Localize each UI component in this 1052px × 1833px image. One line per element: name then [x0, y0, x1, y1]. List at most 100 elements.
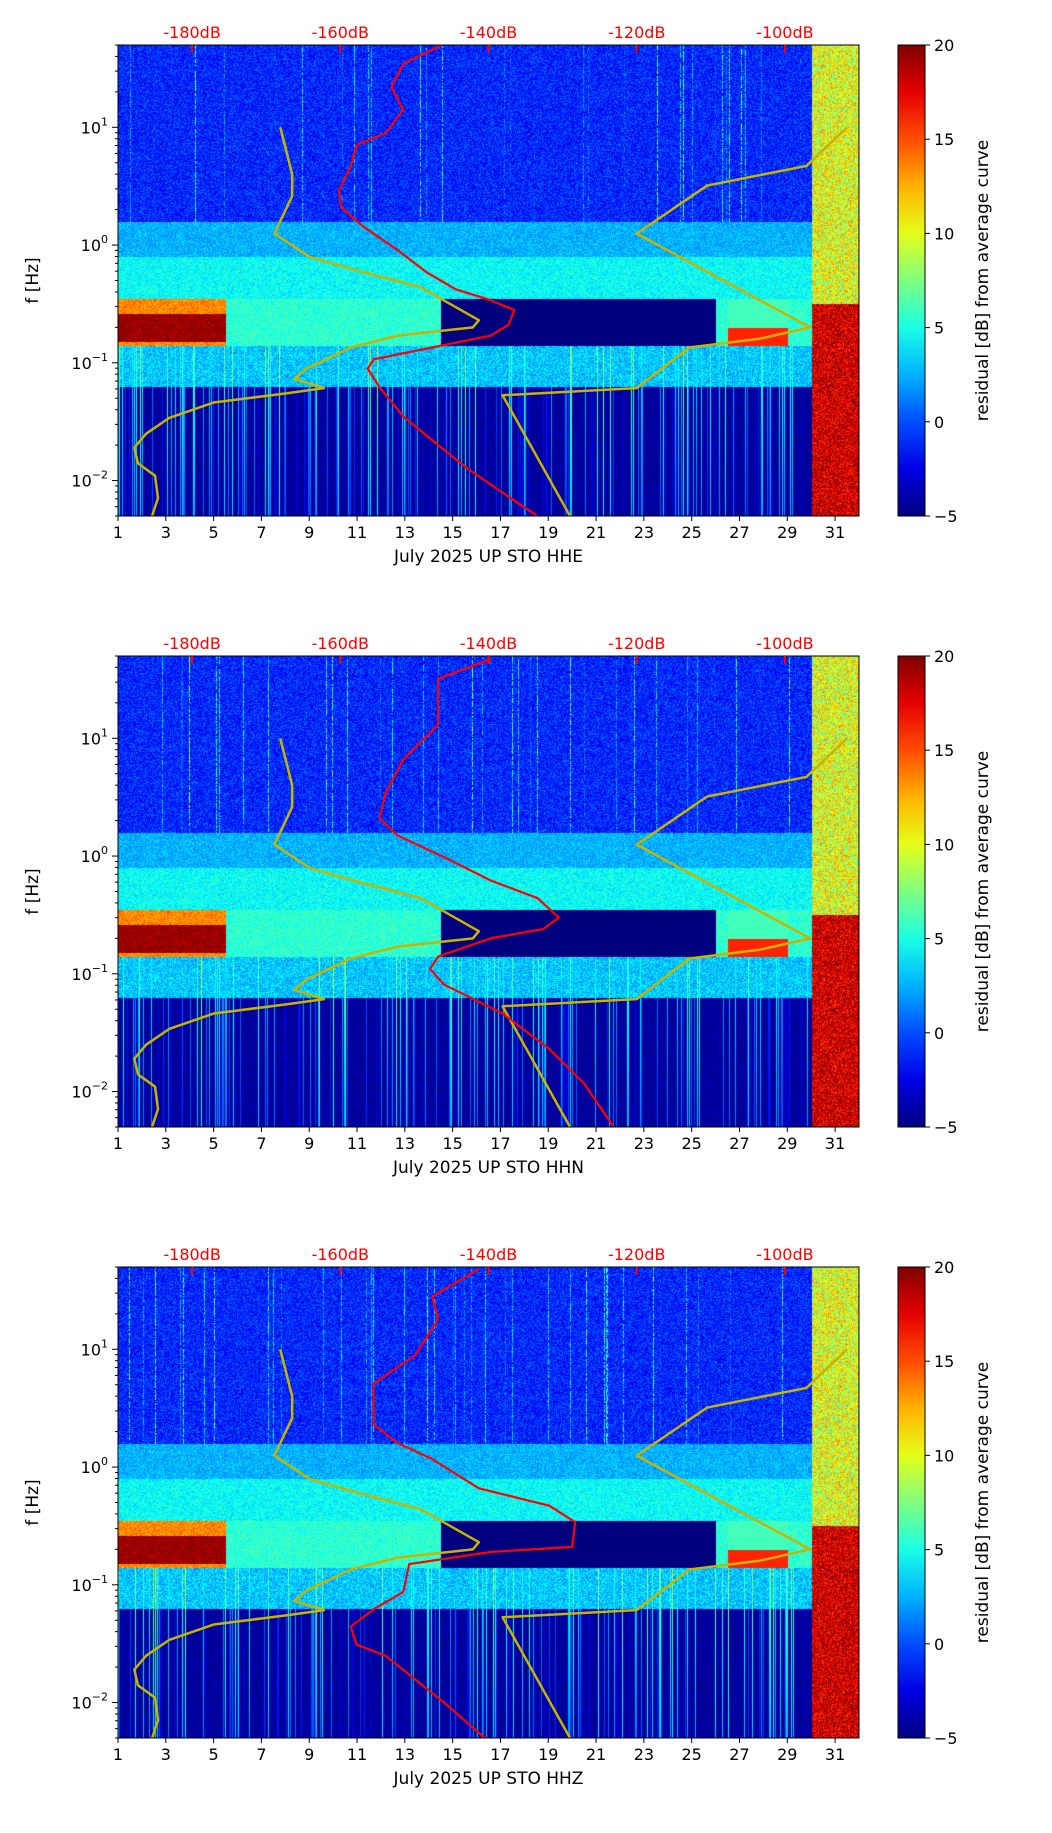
x-tick-label: 11 — [347, 523, 367, 542]
x-tick-label: 3 — [161, 1745, 171, 1764]
colorbar-label: residual [dB] from average curve — [973, 751, 993, 1032]
high-noise-model-curve — [501, 126, 849, 516]
x-tick-label: 15 — [442, 1745, 462, 1764]
top-db-tick-label: -180dB — [163, 1245, 220, 1264]
top-db-tick-label: -120dB — [608, 23, 665, 42]
x-tick-label: 19 — [538, 523, 558, 542]
top-db-tick-label: -140dB — [460, 23, 517, 42]
x-tick-label: 25 — [681, 523, 701, 542]
x-tick-label: 13 — [395, 523, 415, 542]
x-tick-label: 31 — [825, 1134, 845, 1153]
spectrogram-image — [118, 1267, 859, 1738]
colorbar-tick-label: 20 — [934, 647, 954, 666]
x-axis-label: July 2025 UP STO HHZ — [393, 1769, 584, 1789]
axes-frame — [117, 44, 860, 517]
top-db-tick-label: -100dB — [756, 23, 813, 42]
top-db-tick-label: -140dB — [460, 634, 517, 653]
spectrogram-panel-3: 1 3 5 7 9 11 13 15 17 19 21 23 25 27 29 31 July 2025 UP … — [0, 1222, 1052, 1833]
colorbar-tick-label: 10 — [934, 224, 954, 243]
top-db-tick-label: -160dB — [312, 1245, 369, 1264]
x-tick-label: 5 — [209, 1134, 219, 1153]
y-tick-label: 10−2 — [71, 1080, 108, 1102]
colorbar-label: residual [dB] from average curve — [973, 1362, 993, 1643]
x-tick-label: 13 — [395, 1745, 415, 1764]
x-tick-label: 21 — [586, 523, 606, 542]
x-tick-label: 19 — [538, 1134, 558, 1153]
x-tick-label: 17 — [490, 523, 510, 542]
colorbar-tick-label: −5 — [934, 1118, 958, 1137]
x-tick-label: 17 — [490, 1745, 510, 1764]
x-tick-label: 29 — [777, 1745, 797, 1764]
colorbar-tick-label: 20 — [934, 36, 954, 55]
colorbar-tick-label: 15 — [934, 741, 954, 760]
x-tick-label: 9 — [304, 1134, 314, 1153]
top-db-tick-label: -100dB — [756, 634, 813, 653]
y-tick-label: 10−1 — [71, 962, 108, 984]
colorbar-tick-label: 10 — [934, 1446, 954, 1465]
x-tick-label: 1 — [113, 523, 123, 542]
x-axis-label: July 2025 UP STO HHE — [393, 547, 583, 567]
x-tick-label: 29 — [777, 523, 797, 542]
red-psd-curve — [337, 45, 539, 516]
spectrogram-image — [118, 656, 859, 1127]
x-tick-label: 7 — [256, 1745, 266, 1764]
spectrogram-panel-2: 1 3 5 7 9 11 13 15 17 19 21 23 25 27 29 31 July 2025 UP … — [0, 611, 1052, 1222]
top-db-tick-label: -160dB — [312, 23, 369, 42]
top-db-tick-label: -180dB — [163, 23, 220, 42]
y-tick-label: 100 — [81, 233, 108, 255]
x-axis-label: July 2025 UP STO HHN — [392, 1158, 584, 1178]
x-tick-label: 9 — [304, 1745, 314, 1764]
y-tick-label: 100 — [81, 844, 108, 866]
x-tick-label: 3 — [161, 1134, 171, 1153]
x-tick-label: 31 — [825, 1745, 845, 1764]
spectrogram-panel-1: 1 3 5 7 9 11 13 15 17 19 21 23 25 27 29 31 July 2025 UP … — [0, 0, 1052, 611]
colorbar-tick-label: 5 — [934, 930, 944, 949]
y-tick-label: 101 — [81, 1337, 108, 1359]
x-tick-label: 17 — [490, 1134, 510, 1153]
colorbar-label: residual [dB] from average curve — [973, 140, 993, 421]
top-db-tick-label: -120dB — [608, 1245, 665, 1264]
top-db-tick-label: -140dB — [460, 1245, 517, 1264]
low-noise-model-curve — [133, 1348, 481, 1738]
colorbar-tick-label: −5 — [934, 507, 958, 526]
top-db-tick-label: -100dB — [756, 1245, 813, 1264]
spectrogram-image — [118, 45, 859, 516]
y-axis-label: f [Hz] — [23, 257, 43, 303]
x-tick-label: 3 — [161, 523, 171, 542]
colorbar-tick-label: 15 — [934, 130, 954, 149]
x-tick-label: 23 — [634, 523, 654, 542]
red-psd-curve — [349, 1268, 577, 1738]
top-db-tick-label: -120dB — [608, 634, 665, 653]
top-db-tick-label: -180dB — [163, 634, 220, 653]
low-noise-model-curve — [133, 737, 481, 1127]
x-tick-label: 29 — [777, 1134, 797, 1153]
x-tick-label: 21 — [586, 1745, 606, 1764]
x-tick-label: 25 — [681, 1745, 701, 1764]
x-tick-label: 27 — [729, 1745, 749, 1764]
x-tick-label: 11 — [347, 1745, 367, 1764]
x-tick-label: 11 — [347, 1134, 367, 1153]
y-tick-label: 101 — [81, 726, 108, 748]
colorbar-tick-label: 5 — [934, 1541, 944, 1560]
x-tick-label: 21 — [586, 1134, 606, 1153]
x-tick-label: 15 — [442, 1134, 462, 1153]
colorbar-tick-label: 0 — [934, 1024, 944, 1043]
y-tick-label: 10−1 — [71, 351, 108, 373]
top-db-tick-label: -160dB — [312, 634, 369, 653]
x-tick-label: 15 — [442, 523, 462, 542]
red-psd-curve — [378, 658, 615, 1127]
colorbar-tick-label: 15 — [934, 1352, 954, 1371]
x-tick-label: 23 — [634, 1745, 654, 1764]
colorbar-tick-label: 20 — [934, 1258, 954, 1277]
y-axis-label: f [Hz] — [23, 868, 43, 914]
x-tick-label: 23 — [634, 1134, 654, 1153]
colorbar-tick-label: 0 — [934, 1635, 944, 1654]
y-axis-label: f [Hz] — [23, 1479, 43, 1525]
colorbar-tick-label: 0 — [934, 413, 944, 432]
x-tick-label: 7 — [256, 1134, 266, 1153]
x-tick-label: 25 — [681, 1134, 701, 1153]
high-noise-model-curve — [501, 737, 849, 1127]
y-tick-label: 10−2 — [71, 469, 108, 491]
y-tick-label: 10−2 — [71, 1691, 108, 1713]
x-tick-label: 31 — [825, 523, 845, 542]
